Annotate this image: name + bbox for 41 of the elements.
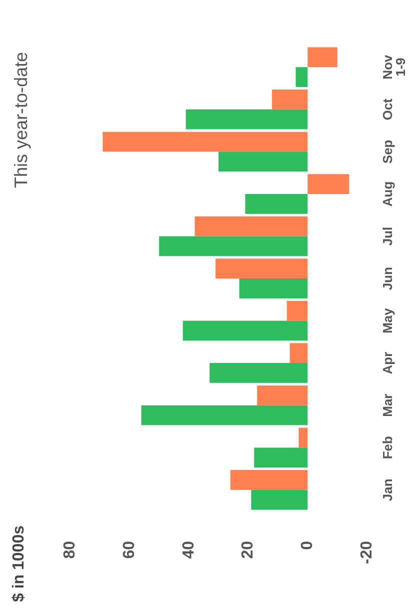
bar [257,385,308,406]
bar [102,132,308,152]
bar [186,109,308,130]
bar [308,47,338,68]
bar [290,343,308,364]
bar [251,490,308,510]
y-axis-title: $ in 1000s [10,525,28,602]
x-tick-label: 40 [180,540,198,559]
x-tick-label: -20 [358,540,376,564]
bar [245,194,308,214]
bar [210,363,308,383]
bar [298,428,308,448]
x-tick-label: 60 [120,540,138,559]
y-tick-label: Feb [380,436,395,460]
bar [230,470,308,490]
bar [194,216,308,236]
bar [254,448,308,468]
y-tick-label: Sep [380,140,395,164]
y-tick-label: Jun [380,266,395,290]
bar [218,152,308,172]
y-tick-label: Jul [380,226,395,246]
y-tick-label: Aug [380,181,395,207]
bar [159,236,308,256]
x-tick-label: 80 [62,540,78,559]
bar [296,67,308,88]
x-tick-label: 20 [240,540,257,559]
y-tick-label: Apr [380,352,395,374]
y-tick-label: May [380,307,395,334]
text: This year-to-date [11,52,31,188]
bar [182,320,308,341]
bar [239,278,308,298]
bar [308,174,350,194]
bar [286,300,308,321]
y-tick-label: Oct [380,98,395,120]
bar [141,405,308,426]
y-tick-label: Jan [380,478,395,502]
y-tick-label: Mar [380,394,395,417]
y-tick-label: Nov 1-9 [380,54,408,80]
x-tick-label: 0 [299,540,316,550]
bar [216,258,308,278]
bar [272,90,308,110]
